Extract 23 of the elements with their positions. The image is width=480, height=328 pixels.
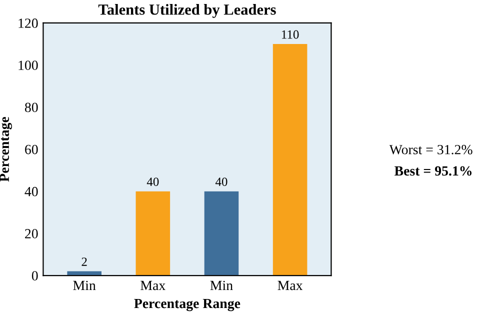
x-tick-label: Min — [210, 280, 233, 290]
y-tick-label: 80 — [24, 102, 38, 112]
chart-title: Talents Utilized by Leaders — [98, 4, 276, 18]
y-tick-label: 120 — [18, 18, 38, 28]
data-label: 40 — [146, 178, 159, 186]
text: Best = 95.1% — [394, 166, 472, 176]
y-tick-label: 100 — [18, 60, 38, 70]
y-tick-label: 60 — [25, 144, 38, 154]
bar — [136, 191, 170, 276]
bar — [204, 191, 239, 276]
data-label: 2 — [82, 258, 87, 266]
data-label: 110 — [282, 30, 299, 39]
text: Worst = 31.2% — [389, 144, 472, 154]
x-tick-label: Max — [278, 280, 303, 290]
bar — [272, 44, 308, 276]
data-label: 40 — [215, 178, 228, 186]
y-tick-label: 40 — [24, 186, 38, 196]
x-tick-label: Min — [73, 280, 96, 290]
x-tick-label: Max — [140, 280, 166, 290]
y-tick-label: 20 — [25, 229, 38, 238]
y-tick-label: 0 — [32, 271, 38, 280]
x-axis-title: Percentage Range — [134, 298, 240, 312]
y-axis-title: Percentage — [0, 116, 12, 182]
